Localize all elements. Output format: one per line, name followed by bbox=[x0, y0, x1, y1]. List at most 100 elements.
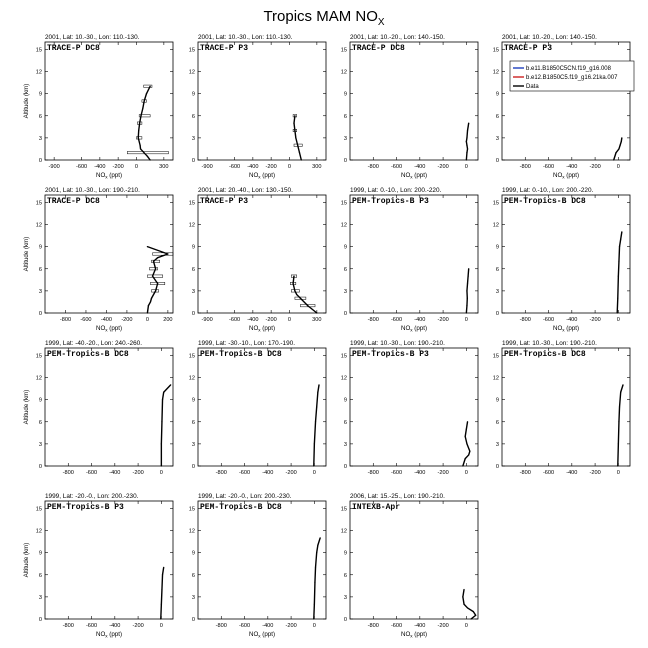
panel-subtitle: 2001, Lat: 10.-30., Lon: 110.-130. bbox=[45, 34, 140, 41]
data-point bbox=[618, 421, 620, 423]
data-point bbox=[138, 129, 140, 132]
data-point bbox=[147, 305, 150, 307]
y-tick-label: 6 bbox=[192, 114, 195, 120]
x-tick-label: -600 bbox=[229, 164, 240, 170]
data-point bbox=[154, 290, 157, 292]
x-tick-label: -900 bbox=[49, 164, 60, 170]
xlabel-unit: (ppt) bbox=[261, 325, 275, 332]
y-tick-label: 3 bbox=[496, 136, 499, 142]
panel-13: 1999, Lat: -20.-0., Lon: 200.-230. PEM-Tr… bbox=[23, 493, 174, 639]
data-point bbox=[466, 282, 469, 285]
y-tick-label: 0 bbox=[344, 617, 347, 623]
data-point bbox=[317, 544, 319, 546]
data-point bbox=[468, 268, 470, 270]
data-point bbox=[149, 159, 151, 161]
data-point bbox=[463, 588, 465, 591]
y-tick-label: 6 bbox=[39, 114, 42, 120]
data-point bbox=[466, 305, 468, 307]
legend-label: b.e12.B1850C5.f19_g16.21ka.007 bbox=[526, 75, 618, 81]
x-axis-label: NOx (ppt) bbox=[553, 172, 579, 180]
series-line-data bbox=[616, 231, 623, 314]
y-tick-label: 3 bbox=[344, 289, 347, 295]
x-tick-label: -400 bbox=[414, 164, 425, 170]
data-point bbox=[160, 618, 162, 620]
data-point bbox=[313, 443, 315, 445]
y-tick-label: 6 bbox=[39, 420, 42, 426]
campaign-label: TRACE-P DC8 bbox=[47, 44, 100, 53]
data-point bbox=[157, 282, 159, 285]
data-point bbox=[160, 465, 162, 467]
x-tick-label: -600 bbox=[80, 317, 91, 323]
error-bar bbox=[143, 84, 153, 88]
y-tick-label: 6 bbox=[39, 573, 42, 579]
xlabel-subscript: x bbox=[258, 328, 261, 333]
campaign-label: PEM-Tropics-B P3 bbox=[352, 197, 429, 206]
panel-2: 2001, Lat: 10.-30., Lon: 110.-130. TRACE-… bbox=[189, 34, 327, 180]
campaign-label: PEM-Tropics-B DC8 bbox=[200, 503, 282, 512]
x-tick-label: -600 bbox=[76, 164, 87, 170]
data-point bbox=[618, 246, 621, 248]
x-tick-label: -800 bbox=[216, 623, 227, 629]
panel-subtitle: 1999, Lat: -40.-20., Lon: 240.-260. bbox=[45, 340, 142, 347]
y-tick-label: 3 bbox=[344, 595, 347, 601]
data-point bbox=[145, 93, 148, 95]
campaign-label: PEM-Tropics-B DC8 bbox=[504, 197, 586, 206]
y-tick-label: 0 bbox=[39, 617, 42, 623]
x-tick-label: -800 bbox=[216, 470, 227, 476]
x-tick-label: -200 bbox=[589, 164, 600, 170]
x-tick-label: -200 bbox=[589, 317, 600, 323]
y-tick-label: 0 bbox=[496, 158, 499, 164]
series-line-data bbox=[293, 115, 302, 161]
x-tick-label: -800 bbox=[368, 164, 379, 170]
plot-frame bbox=[349, 500, 479, 620]
data-point bbox=[150, 297, 153, 299]
data-point bbox=[307, 305, 309, 307]
panel-1: 2001, Lat: 10.-30., Lon: 110.-130. TRACE-… bbox=[23, 34, 174, 180]
panel-subtitle: 1999, Lat: -20.-0., Lon: 200.-230. bbox=[198, 493, 292, 500]
y-tick-label: 12 bbox=[341, 376, 347, 382]
y-tick-label: 6 bbox=[192, 267, 195, 273]
x-tick-label: -600 bbox=[86, 623, 97, 629]
y-tick-label: 0 bbox=[344, 464, 347, 470]
xlabel-base: NO bbox=[553, 172, 562, 179]
x-tick-label: -200 bbox=[437, 623, 448, 629]
campaign-label: INTEXB-Apr bbox=[352, 503, 400, 512]
series-line-data bbox=[613, 137, 623, 161]
xlabel-base: NO bbox=[553, 325, 562, 332]
y-tick-label: 9 bbox=[39, 245, 42, 251]
x-tick-label: 300 bbox=[312, 317, 321, 323]
data-point bbox=[618, 406, 621, 408]
y-tick-label: 12 bbox=[493, 376, 499, 382]
panel-subtitle: 1999, Lat: 0.-10., Lon: 200.-220. bbox=[350, 187, 442, 194]
y-tick-label: 15 bbox=[189, 506, 195, 512]
data-point bbox=[467, 126, 469, 128]
data-point bbox=[620, 140, 622, 143]
data-point bbox=[314, 421, 317, 423]
data-point bbox=[617, 275, 619, 277]
x-tick-label: -200 bbox=[266, 317, 277, 323]
plot-frame bbox=[501, 41, 631, 161]
data-point bbox=[620, 238, 622, 240]
series-line-data bbox=[313, 384, 320, 467]
x-tick-label: -400 bbox=[247, 317, 258, 323]
panel-subtitle: 1999, Lat: 10.-30., Lon: 190.-210. bbox=[350, 340, 445, 347]
y-tick-label: 15 bbox=[189, 47, 195, 53]
x-tick-label: -600 bbox=[391, 164, 402, 170]
x-axis-label: NOx (ppt) bbox=[553, 325, 579, 333]
xlabel-base: NO bbox=[96, 631, 105, 638]
panel-subtitle: 1999, Lat: 10.-30., Lon: 190.-210. bbox=[502, 340, 597, 347]
x-tick-label: -900 bbox=[202, 164, 213, 170]
x-tick-label: -900 bbox=[202, 317, 213, 323]
y-tick-label: 0 bbox=[496, 464, 499, 470]
legend-label: Data bbox=[526, 84, 539, 90]
x-tick-label: 0 bbox=[288, 317, 291, 323]
y-axis-label: Altitude (km) bbox=[23, 84, 30, 119]
x-tick-label: -200 bbox=[285, 623, 296, 629]
data-point bbox=[464, 458, 466, 460]
y-tick-label: 9 bbox=[496, 92, 499, 98]
data-point bbox=[294, 290, 296, 292]
data-point bbox=[468, 122, 470, 124]
data-point bbox=[167, 253, 169, 255]
data-point bbox=[297, 144, 299, 146]
y-tick-label: 15 bbox=[493, 47, 499, 53]
